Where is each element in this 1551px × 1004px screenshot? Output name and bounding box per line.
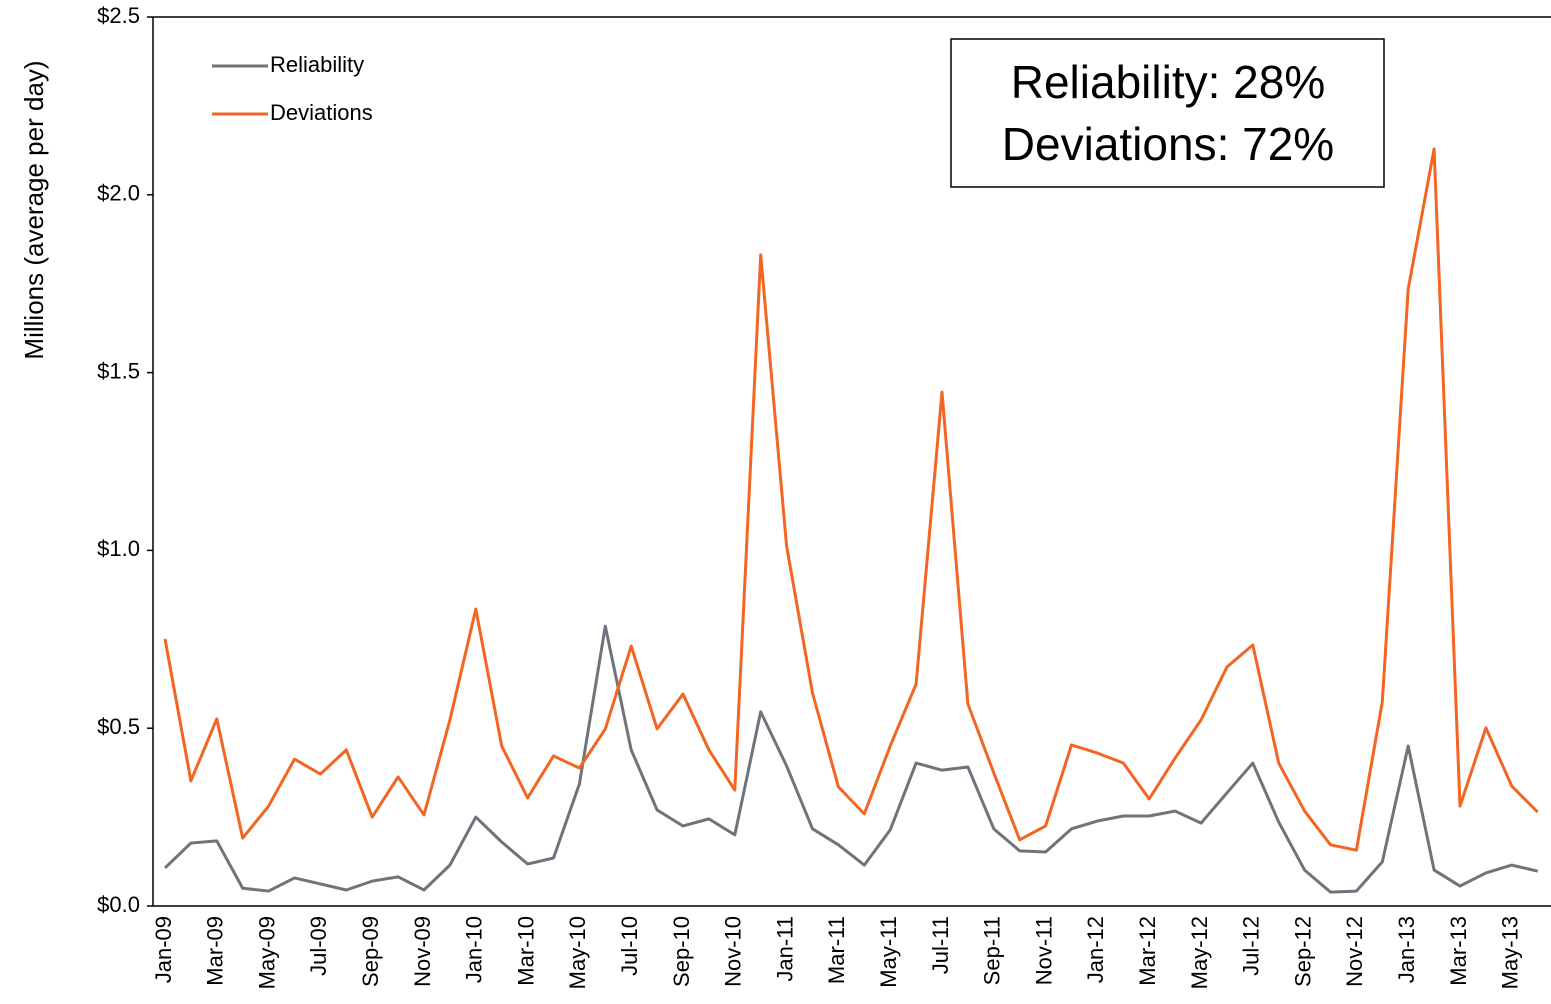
y-tick-label: $0.0: [97, 892, 140, 917]
x-tick-label: May-13: [1498, 916, 1523, 989]
y-axis-label: Millions (average per day): [19, 60, 49, 359]
series-line: [163, 624, 1539, 894]
x-tick-label: May-12: [1187, 916, 1212, 989]
annotation: Deviations: 72%: [1002, 118, 1334, 170]
y-tick-label: $2.5: [97, 3, 140, 28]
x-tick-label: Nov-11: [1031, 916, 1056, 985]
legend-label: Deviations: [270, 100, 373, 125]
legend-label: Reliability: [270, 52, 364, 77]
x-tick-label: Jul-12: [1239, 916, 1264, 976]
x-tick-label: Sep-10: [669, 916, 694, 987]
y-tick-label: $0.5: [97, 714, 140, 739]
x-tick-label: May-09: [254, 916, 279, 989]
x-tick-label: Jan-12: [1083, 916, 1108, 983]
x-tick-label: Mar-10: [513, 916, 538, 986]
x-tick-label: Sep-09: [358, 916, 383, 987]
series-line: [163, 147, 1539, 852]
x-tick-label: Jan-09: [151, 916, 176, 983]
x-tick-label: May-11: [876, 916, 901, 988]
x-tick-label: Mar-11: [824, 916, 849, 984]
x-tick-label: Jul-11: [928, 916, 953, 974]
x-tick-label: Nov-10: [721, 916, 746, 987]
x-tick-label: Mar-13: [1446, 916, 1471, 986]
x-tick-label: Nov-12: [1342, 916, 1367, 987]
x-tick-label: Nov-09: [410, 916, 435, 987]
y-tick-label: $2.0: [97, 181, 140, 206]
x-tick-label: Jul-09: [306, 916, 331, 976]
x-tick-label: Jan-13: [1394, 916, 1419, 983]
x-tick-label: Jul-10: [617, 916, 642, 976]
x-tick-label: Mar-12: [1135, 916, 1160, 986]
y-tick-label: $1.0: [97, 536, 140, 561]
annotation-box: [950, 38, 1385, 188]
x-tick-label: Sep-12: [1290, 916, 1315, 987]
x-tick-label: Jan-10: [462, 916, 487, 983]
x-tick-label: May-10: [565, 916, 590, 989]
x-tick-label: Sep-11: [980, 916, 1005, 985]
x-tick-label: Mar-09: [203, 916, 228, 986]
x-tick-label: Jan-11: [772, 916, 797, 982]
y-tick-label: $1.5: [97, 358, 140, 383]
annotation: Reliability: 28%: [1011, 56, 1325, 108]
